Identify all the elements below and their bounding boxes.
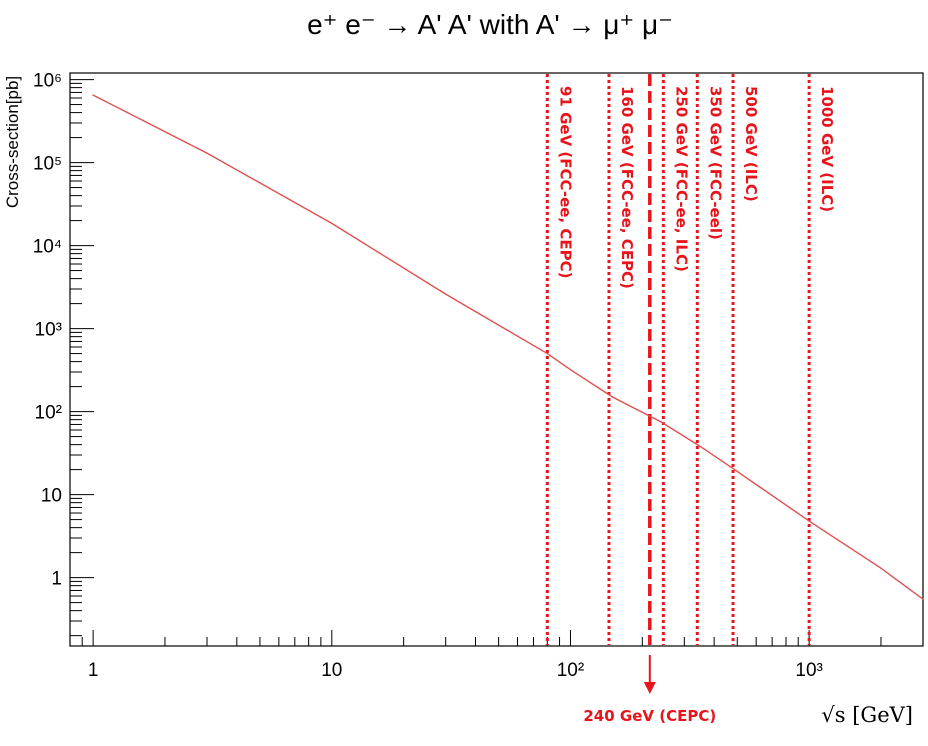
y-tick-label: 10³ [35,320,62,341]
reference-line-label: 500 GeV (ILC) [742,86,760,202]
x-tick-label: 10² [557,660,584,681]
y-tick-label: 10⁶ [33,71,62,92]
series-point [444,293,447,295]
chart-title: e⁺ e⁻ → A' A' with A' → μ⁺ μ⁻ [307,9,673,40]
y-tick-label: 10 [41,486,62,507]
series-point [880,567,882,569]
energy-annotation: 240 GeV (CEPC) [583,655,716,725]
x-axis-label: √s [GeV] [821,703,913,727]
plot-frame [69,72,924,647]
y-tick-label: 1 [51,569,62,590]
y-tick-label: 10⁵ [33,154,62,175]
series-point [922,598,924,600]
series-line [92,94,924,600]
series-point [546,352,549,355]
reference-line-label: 1000 GeV (ILC) [818,86,836,212]
series-point [736,470,738,473]
annotation-label: 240 GeV (CEPC) [583,707,716,725]
y-axis-label: Cross-section[pb] [3,76,22,208]
series-point [660,421,662,423]
series-point [699,445,702,448]
series-point [331,222,333,225]
series-point [206,152,208,154]
x-tick-label: 10 [321,660,342,681]
reference-line-label: 160 GeV (FCC-ee, CEPC) [618,86,636,289]
axis-ticks: 1 10 10² 10³ 1 10 10² 10³ 10⁴ 10⁵ 10⁶ [33,71,924,681]
reference-line-label: 91 GeV (FCC-ee, CEPC) [556,86,574,278]
series-point [808,520,810,522]
series-point [611,396,614,398]
reference-lines: 91 GeV (FCC-ee, CEPC) 160 GeV (FCC-ee, CE… [545,74,836,645]
annotation-arrow-head [643,682,656,694]
y-tick-label: 10⁴ [33,237,62,258]
series-layer [92,94,924,600]
reference-line-label: 250 GeV (FCC-ee, ILC) [672,86,690,272]
x-tick-label: 10³ [795,660,822,681]
reference-line-label: 350 GeV (FCC-eel) [706,86,724,240]
series-point [92,94,94,96]
x-tick-label: 1 [88,660,99,681]
series-point [569,368,572,371]
y-tick-label: 10² [35,403,62,424]
